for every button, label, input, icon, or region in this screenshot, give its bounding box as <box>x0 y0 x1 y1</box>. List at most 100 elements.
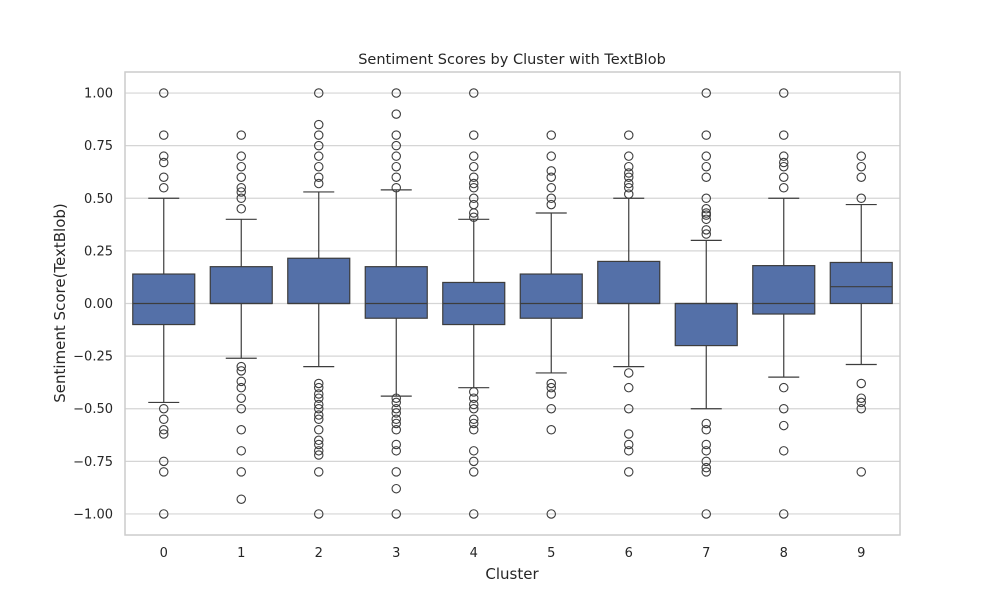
outlier-point <box>701 130 711 140</box>
outlier-point <box>391 183 401 193</box>
box-cluster-8 <box>752 88 816 519</box>
plot-frame <box>124 71 901 536</box>
outlier-point <box>313 378 324 389</box>
box-series <box>132 88 893 519</box>
outlier-point <box>159 403 169 414</box>
x-axis-label: Cluster <box>485 565 539 583</box>
outlier-point <box>159 130 169 140</box>
outlier-point <box>313 425 324 435</box>
outlier-point <box>236 403 247 414</box>
x-tick-label: 4 <box>470 546 478 561</box>
outlier-point <box>391 172 401 182</box>
outlier-point <box>313 389 324 399</box>
outlier-point <box>391 425 401 435</box>
outlier-point <box>391 509 401 519</box>
outlier-point <box>468 393 479 403</box>
outlier-point <box>468 88 479 98</box>
outlier-point <box>313 435 324 446</box>
outlier-point <box>546 389 556 399</box>
outlier-point <box>313 450 324 460</box>
y-tick-label: 0.25 <box>84 244 113 259</box>
box-cluster-1 <box>209 130 273 504</box>
outlier-point <box>623 446 634 456</box>
box-cluster-4 <box>442 88 506 519</box>
outlier-point <box>313 439 324 450</box>
iqr-box <box>829 261 893 305</box>
outlier-point <box>159 467 169 477</box>
outlier-point <box>236 204 247 214</box>
outlier-point <box>546 425 556 435</box>
outlier-point <box>701 214 711 225</box>
outlier-point <box>623 429 634 439</box>
outlier-point <box>701 462 711 473</box>
outlier-point <box>313 88 324 98</box>
outlier-point <box>701 210 711 220</box>
outlier-point <box>391 397 401 408</box>
outlier-point <box>159 88 169 98</box>
outlier-point <box>236 393 247 403</box>
outlier-point <box>313 509 324 519</box>
box-cluster-6 <box>597 130 661 477</box>
iqr-box <box>597 260 661 305</box>
outlier-point <box>313 130 324 140</box>
x-tick-label: 0 <box>160 546 168 561</box>
outlier-point <box>856 393 866 403</box>
outlier-point <box>623 183 634 193</box>
outlier-point <box>778 157 789 168</box>
outlier-point <box>546 193 556 204</box>
outlier-point <box>468 456 479 467</box>
outlier-point <box>468 199 479 210</box>
outlier-point <box>159 509 169 519</box>
outlier-point <box>159 425 169 435</box>
outlier-point <box>856 151 866 161</box>
outlier-point <box>778 420 789 431</box>
outlier-point <box>546 382 556 393</box>
outlier-point <box>778 161 789 172</box>
iqr-box <box>752 265 816 315</box>
box-cluster-9 <box>829 151 893 477</box>
outlier-point <box>236 183 247 193</box>
outlier-point <box>391 408 401 418</box>
outlier-point <box>391 446 401 456</box>
outlier-point <box>313 414 324 424</box>
outlier-point <box>236 467 247 477</box>
iqr-box <box>519 273 583 319</box>
outlier-point <box>313 382 324 393</box>
outlier-point <box>236 425 247 435</box>
x-tick-labels: 0 1 2 3 4 5 6 7 8 9 <box>160 546 866 561</box>
outlier-point <box>236 151 247 161</box>
outlier-point <box>468 212 479 222</box>
outlier-point <box>623 161 634 172</box>
outlier-point <box>701 229 711 239</box>
y-axis-label: Sentiment Score(TextBlob) <box>51 203 69 403</box>
outlier-point <box>701 456 711 467</box>
outlier-point <box>468 446 479 456</box>
outlier-point <box>778 403 789 414</box>
outlier-point <box>701 418 711 429</box>
x-tick-label: 9 <box>857 546 865 561</box>
outlier-point <box>778 88 789 98</box>
outlier-point <box>236 376 247 387</box>
outlier-point <box>391 161 401 172</box>
outlier-point <box>236 172 247 182</box>
outlier-point <box>856 467 866 477</box>
x-tick-label: 5 <box>547 546 555 561</box>
outlier-point <box>391 151 401 161</box>
outlier-point <box>391 393 401 403</box>
y-tick-label: 0.75 <box>84 139 113 154</box>
outlier-point <box>701 509 711 519</box>
y-tick-label: −1.00 <box>73 507 113 522</box>
outlier-point <box>701 439 711 450</box>
outlier-point <box>313 446 324 456</box>
chart-title: Sentiment Scores by Cluster with TextBlo… <box>358 52 666 68</box>
outlier-point <box>546 151 556 161</box>
outlier-point <box>391 439 401 450</box>
outlier-point <box>778 183 789 193</box>
outlier-point <box>468 178 479 189</box>
outlier-point <box>701 151 711 161</box>
outlier-point <box>313 178 324 189</box>
outlier-point <box>313 172 324 182</box>
box-cluster-2 <box>287 88 351 519</box>
outlier-point <box>236 361 247 372</box>
outlier-point <box>236 494 247 504</box>
